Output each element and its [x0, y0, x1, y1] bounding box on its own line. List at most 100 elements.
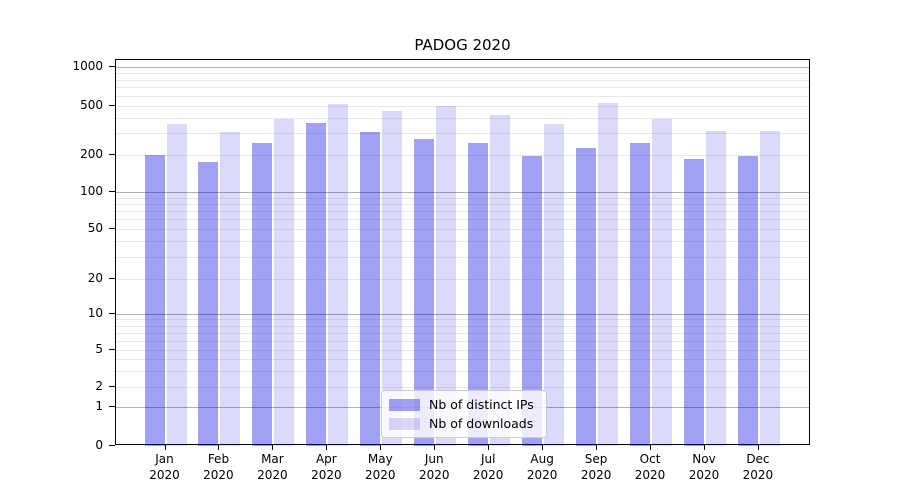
x-tick-year-may: 2020 [365, 468, 396, 482]
x-tick-mark-mar [272, 445, 274, 450]
bar-distinct-ips-dec [737, 155, 758, 446]
x-tick-label-sep: Sep 2020 [566, 451, 626, 483]
x-tick-month-jun: Jun [424, 452, 444, 466]
y-tick-label-2: 2 [95, 379, 103, 393]
x-tick-month-may: May [367, 452, 393, 466]
x-tick-mark-sep [596, 445, 598, 450]
y-gridline-minor-600 [116, 95, 809, 97]
bar-distinct-ips-apr [306, 122, 327, 446]
y-gridline-minor-70 [116, 211, 809, 213]
bar-downloads-apr [328, 103, 349, 446]
y-gridline-minor-6 [116, 340, 809, 342]
y-gridline-minor-80 [116, 203, 809, 205]
bar-downloads-oct [652, 119, 673, 446]
y-tick-label-0: 0 [95, 438, 103, 452]
x-tick-mark-feb [218, 445, 220, 450]
x-tick-label-dec: Dec 2020 [728, 451, 788, 483]
y-gridline-minor-7 [116, 332, 809, 334]
legend-item-downloads: Nb of downloads [389, 416, 534, 431]
bar-downloads-may [382, 110, 403, 446]
y-gridline-minor-40 [116, 241, 809, 243]
x-tick-label-oct: Oct 2020 [620, 451, 680, 483]
x-tick-label-apr: Apr 2020 [296, 451, 356, 483]
y-gridline-minor-4 [116, 359, 809, 360]
x-tick-mark-jan [164, 445, 166, 450]
y-tick-label-1000: 1000 [72, 59, 103, 73]
bar-distinct-ips-nov [684, 159, 704, 446]
y-gridline-minor-800 [116, 79, 809, 81]
x-tick-label-nov: Nov 2020 [674, 451, 734, 483]
bar-downloads-jan [166, 123, 187, 446]
legend-swatch-distinct-ips [389, 398, 420, 411]
x-tick-mark-dec [757, 445, 759, 450]
x-tick-month-aug: Aug [530, 452, 554, 466]
x-tick-month-nov: Nov [692, 452, 716, 466]
x-tick-year-apr: 2020 [311, 468, 342, 482]
x-tick-mark-jun [434, 445, 436, 450]
bar-distinct-ips-jul [468, 142, 489, 446]
y-tick-label-1: 1 [95, 399, 103, 413]
x-tick-month-sep: Sep [584, 452, 608, 466]
y-gridline-minor-30 [116, 256, 809, 258]
x-tick-year-feb: 2020 [203, 468, 234, 482]
y-gridline-minor-2 [116, 387, 809, 388]
x-tick-mark-oct [650, 445, 652, 450]
x-tick-year-aug: 2020 [526, 468, 558, 482]
x-tick-year-mar: 2020 [257, 468, 288, 482]
chart-plot-area: Nb of distinct IPs Nb of downloads [115, 59, 810, 446]
x-tick-mark-nov [704, 445, 705, 450]
legend-label-distinct-ips: Nb of distinct IPs [429, 397, 534, 412]
y-gridline-minor-9 [116, 319, 809, 321]
bar-downloads-aug [544, 124, 565, 446]
bar-downloads-jun [436, 106, 457, 446]
bar-downloads-nov [706, 131, 726, 446]
bar-distinct-ips-aug [522, 156, 543, 446]
x-tick-month-oct: Oct [639, 452, 661, 466]
x-tick-year-oct: 2020 [634, 468, 666, 482]
y-gridline-minor-700 [116, 87, 809, 89]
x-tick-year-nov: 2020 [688, 468, 720, 482]
x-tick-year-jun: 2020 [418, 468, 450, 482]
bar-downloads-feb [220, 132, 241, 446]
x-tick-label-aug: Aug 2020 [512, 451, 572, 483]
x-tick-month-dec: Dec [746, 452, 770, 466]
y-gridline-minor-5 [116, 350, 809, 351]
x-tick-mark-aug [542, 445, 544, 450]
bar-downloads-mar [274, 119, 295, 446]
x-tick-year-jan: 2020 [149, 468, 180, 482]
y-tick-label-20: 20 [87, 271, 103, 285]
y-tick-label-5: 5 [95, 342, 103, 356]
bar-distinct-ips-jan [144, 155, 165, 446]
bar-downloads-dec [759, 130, 780, 446]
x-tick-label-jul: Jul 2020 [458, 451, 518, 483]
bar-distinct-ips-feb [198, 161, 219, 446]
y-gridline-minor-300 [116, 133, 809, 135]
x-tick-label-mar: Mar 2020 [242, 451, 302, 483]
x-tick-mark-may [380, 445, 382, 450]
y-tick-mark-0 [109, 445, 115, 446]
y-gridline-minor-60 [116, 219, 809, 221]
y-gridline-minor-500 [116, 106, 809, 107]
bar-distinct-ips-mar [252, 143, 273, 446]
bar-distinct-ips-oct [630, 143, 651, 446]
chart-legend: Nb of distinct IPs Nb of downloads [381, 390, 547, 438]
y-gridline-minor-200 [116, 155, 809, 156]
x-tick-month-jan: Jan [155, 452, 174, 466]
y-gridline-major-100 [116, 192, 809, 193]
y-tick-label-500: 500 [80, 98, 103, 112]
y-gridline-minor-3 [116, 370, 809, 372]
x-tick-label-jan: Jan 2020 [135, 451, 195, 483]
bar-distinct-ips-may [360, 131, 381, 446]
y-gridline-minor-900 [116, 72, 809, 74]
y-gridline-minor-90 [116, 197, 809, 199]
y-gridline-minor-8 [116, 325, 809, 327]
bar-distinct-ips-jun [414, 138, 435, 446]
x-tick-year-jul: 2020 [472, 468, 504, 482]
y-gridline-major-1000 [116, 67, 809, 68]
x-tick-month-apr: Apr [315, 452, 337, 466]
y-tick-label-200: 200 [80, 147, 103, 161]
y-gridline-minor-400 [116, 117, 809, 119]
x-tick-label-jun: Jun 2020 [404, 451, 464, 483]
x-tick-month-mar: Mar [261, 452, 284, 466]
